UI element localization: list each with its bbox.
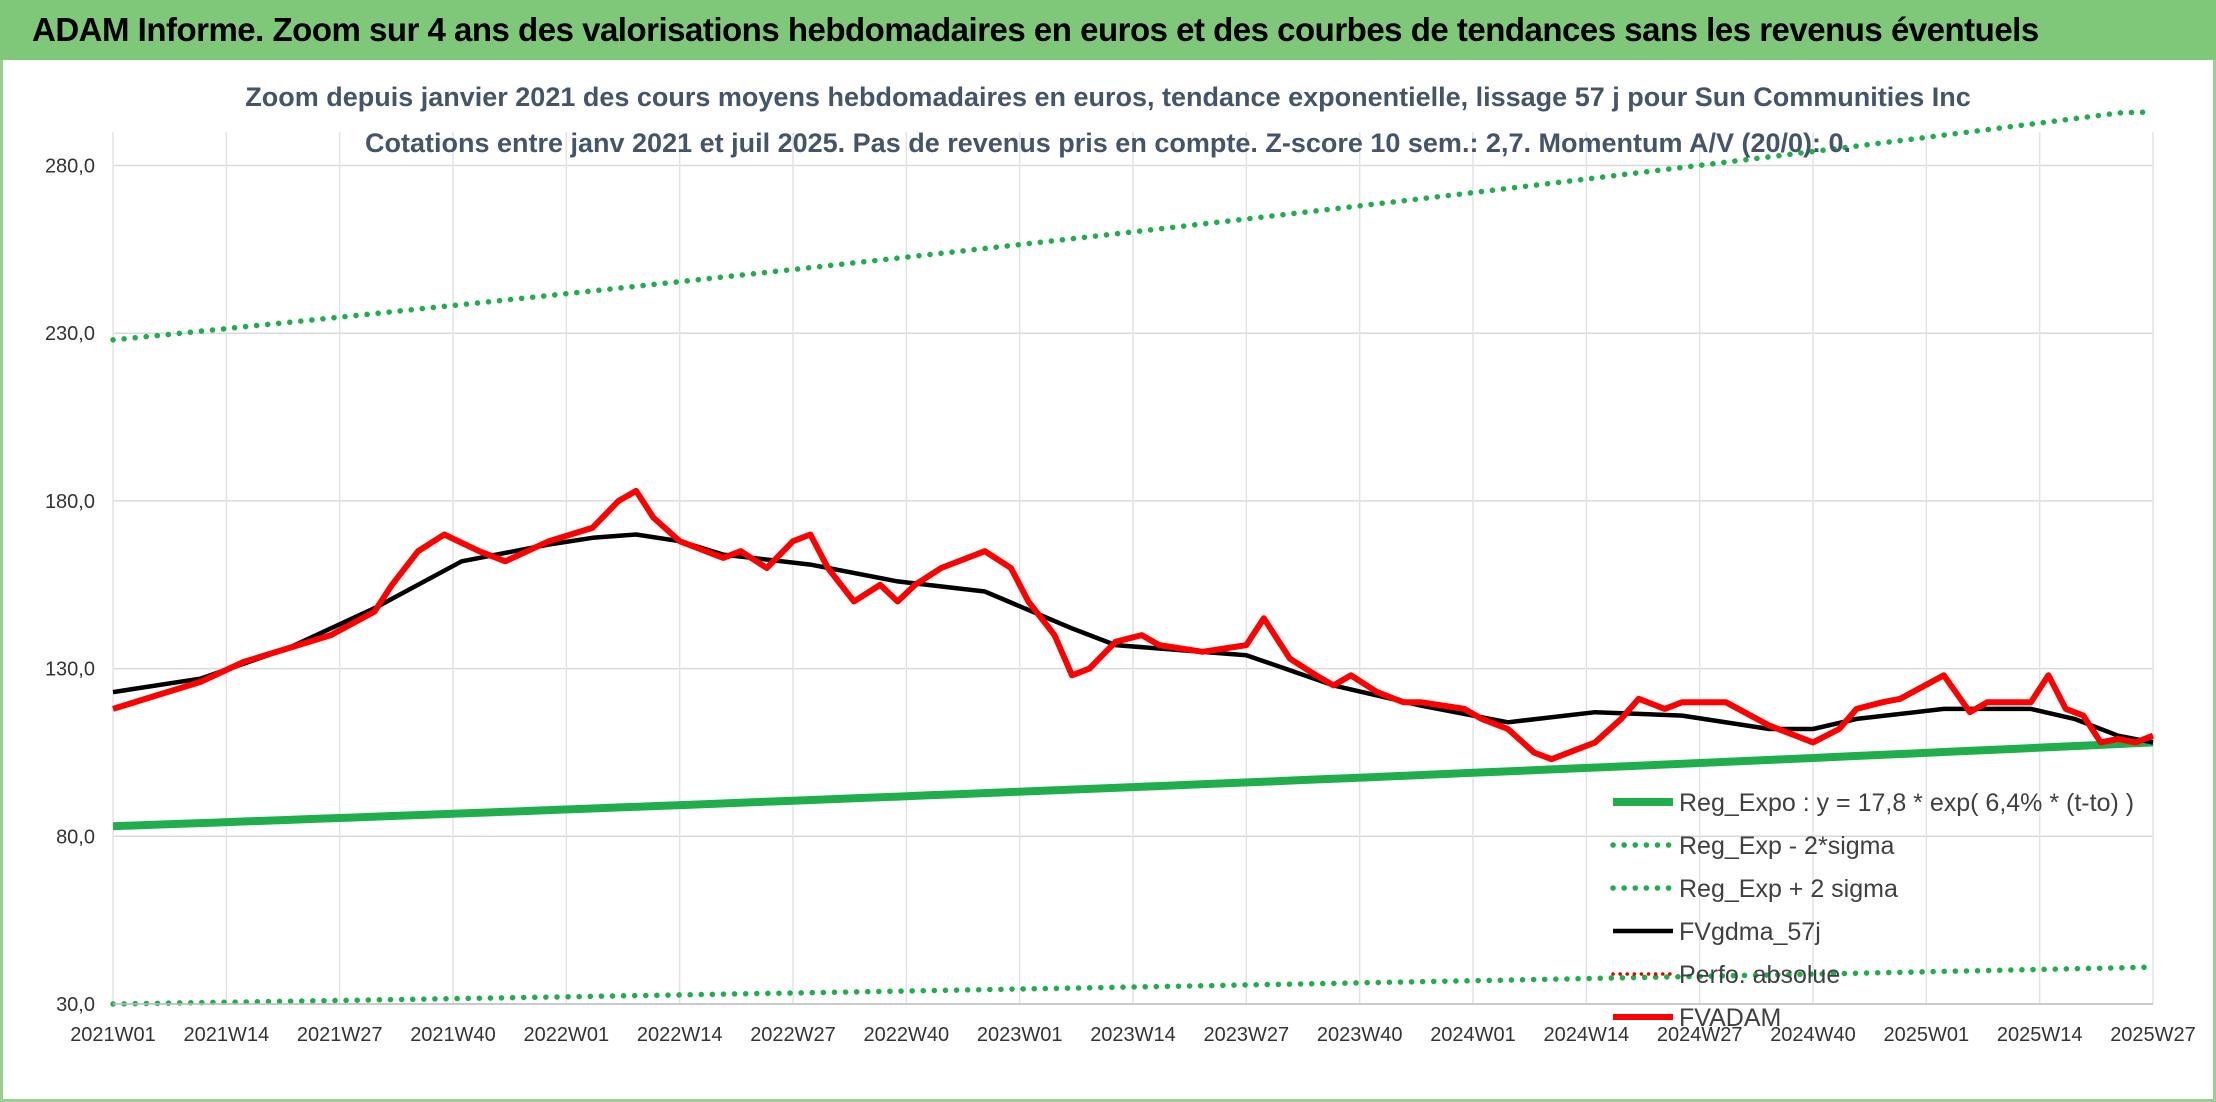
y-tick-label: 180,0 <box>45 491 95 513</box>
grid-layer <box>112 132 2154 1005</box>
y-tick-label: 230,0 <box>45 323 95 345</box>
x-tick-label: 2025W27 <box>2110 1024 2196 1046</box>
x-tick-label: 2022W27 <box>750 1024 836 1046</box>
series-line-0 <box>112 738 2154 831</box>
x-tick-label: 2022W14 <box>637 1024 723 1046</box>
x-tick-label: 2022W40 <box>864 1024 950 1046</box>
x-tick-label: 2023W27 <box>1204 1024 1290 1046</box>
x-tick-label: 2024W01 <box>1430 1024 1516 1046</box>
x-tick-label: 2021W27 <box>297 1024 383 1046</box>
legend-label: Reg_Exp + 2 sigma <box>1679 875 1898 903</box>
legend-label: Reg_Exp - 2*sigma <box>1679 832 1894 860</box>
x-tick-label: 2025W01 <box>1884 1024 1970 1046</box>
y-tick-label: 130,0 <box>45 659 95 681</box>
chart-subtitle: Cotations entre janv 2021 et juil 2025. … <box>365 128 1851 158</box>
x-tick-label: 2021W01 <box>70 1024 156 1046</box>
series-line-2 <box>110 109 2156 343</box>
chart-frame: 30,0 80,0 130,0 180,0 230,0 280,0 2021W01 2021W… <box>0 60 2216 1102</box>
legend-label: FVgdma_57j <box>1679 918 1821 946</box>
legend-label: FVADAM <box>1679 1004 1781 1032</box>
x-tick-label: 2023W14 <box>1090 1024 1176 1046</box>
legend: Reg_Expo : y = 17,8 * exp( 6,4% * (t-to)… <box>1610 789 2134 1032</box>
x-tick-label: 2021W40 <box>410 1024 496 1046</box>
legend-label: Perfo. absolue <box>1679 961 1840 989</box>
x-tick-label: 2024W40 <box>1770 1024 1856 1046</box>
report-title: ADAM Informe. Zoom sur 4 ans des valoris… <box>32 11 2039 48</box>
chart-title: Zoom depuis janvier 2021 des cours moyen… <box>245 82 1971 112</box>
x-tick-label: 2023W40 <box>1317 1024 1403 1046</box>
x-tick-label: 2021W14 <box>184 1024 270 1046</box>
y-tick-label: 80,0 <box>56 826 95 848</box>
series-line-1 <box>110 964 2156 1007</box>
axis-layer: 30,0 80,0 130,0 180,0 230,0 280,0 2021W01 2021W… <box>45 156 2196 1046</box>
y-tick-label: 30,0 <box>56 994 95 1016</box>
line-chart: 30,0 80,0 130,0 180,0 230,0 280,0 2021W01 2021W… <box>45 82 2196 1046</box>
x-tick-label: 2024W27 <box>1657 1024 1743 1046</box>
x-tick-label: 2022W01 <box>524 1024 610 1046</box>
y-tick-label: 280,0 <box>45 156 95 178</box>
x-tick-label: 2024W14 <box>1544 1024 1630 1046</box>
series-layer <box>110 109 2156 1007</box>
x-tick-label: 2025W14 <box>1997 1024 2083 1046</box>
legend-label: Reg_Expo : y = 17,8 * exp( 6,4% * (t-to)… <box>1679 789 2134 817</box>
x-tick-label: 2023W01 <box>977 1024 1063 1046</box>
report-banner: ADAM Informe. Zoom sur 4 ans des valoris… <box>0 0 2216 60</box>
series-line-5 <box>112 487 2155 763</box>
